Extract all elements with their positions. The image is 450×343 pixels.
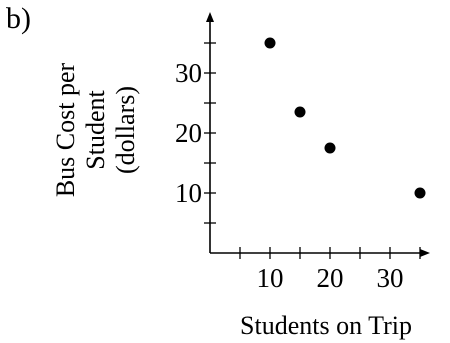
y-tick-label: 30 <box>175 58 202 88</box>
data-point <box>294 106 306 118</box>
data-point <box>264 37 276 49</box>
data-point <box>324 142 336 154</box>
x-axis-arrow <box>420 249 430 257</box>
data-point <box>414 187 426 199</box>
y-tick-label: 20 <box>175 118 202 148</box>
y-axis-title-line: (dollars) <box>111 86 140 174</box>
y-axis-title-line: Student <box>81 90 110 170</box>
x-tick-label: 10 <box>257 263 284 293</box>
y-tick-label: 10 <box>175 178 202 208</box>
y-axis-arrow <box>206 12 214 22</box>
x-axis-title: Students on Trip <box>240 311 412 340</box>
x-tick-label: 20 <box>317 263 344 293</box>
panel-label: b) <box>6 2 31 35</box>
x-tick-label: 30 <box>377 263 404 293</box>
y-axis-title-line: Bus Cost per <box>51 62 80 197</box>
